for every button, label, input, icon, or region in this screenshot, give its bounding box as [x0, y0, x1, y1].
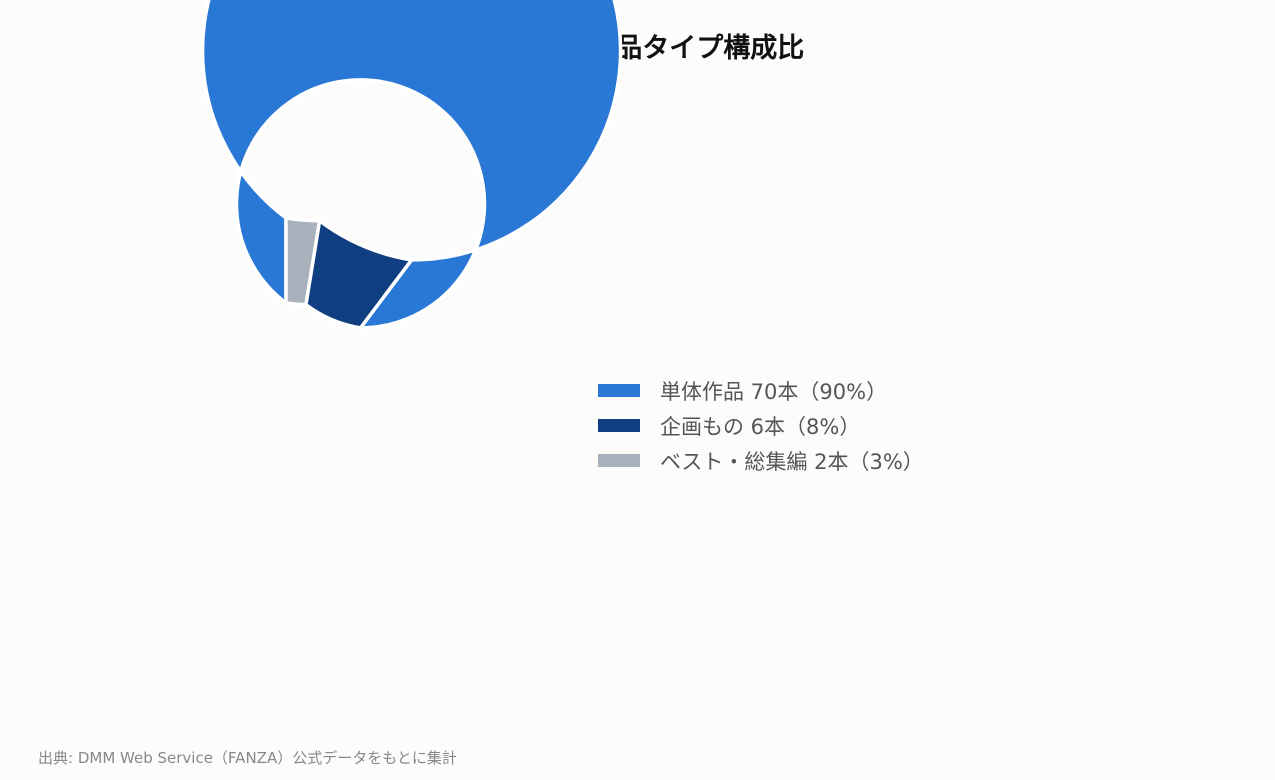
legend-swatch-best [598, 454, 640, 467]
donut-slice-best [284, 216, 322, 307]
legend-label-single: 単体作品 70本（90%） [660, 379, 888, 404]
source-note: 出典: DMM Web Service（FANZA）公式データをもとに集計 [38, 749, 457, 767]
legend-item-single: 単体作品 70本（90%） [598, 373, 924, 408]
legend-label-best: ベスト・総集編 2本（3%） [660, 449, 924, 474]
legend-item-best: ベスト・総集編 2本（3%） [598, 443, 924, 478]
legend-item-planning: 企画もの 6本（8%） [598, 408, 924, 443]
legend-swatch-single [598, 384, 640, 397]
legend: 単体作品 70本（90%） 企画もの 6本（8%） ベスト・総集編 2本（3%） [598, 373, 924, 478]
donut-slice-single [200, 0, 623, 330]
legend-swatch-planning [598, 419, 640, 432]
legend-label-planning: 企画もの 6本（8%） [660, 414, 861, 439]
